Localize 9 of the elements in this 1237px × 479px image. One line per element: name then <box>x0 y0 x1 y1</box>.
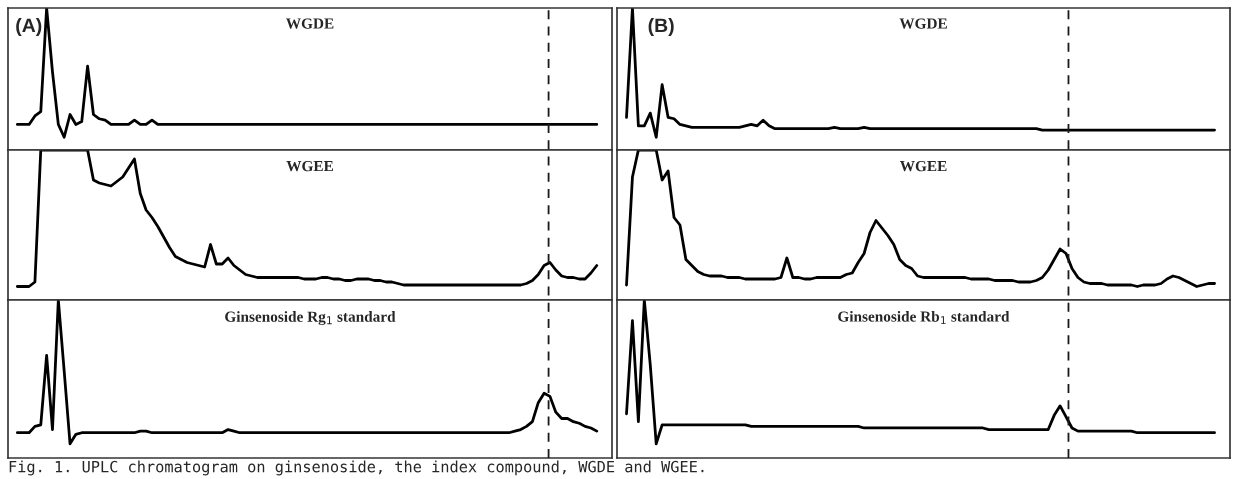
text: WGDE <box>899 18 947 29</box>
text: WGEE <box>899 160 947 172</box>
text: Ginsenoside Rg$_{1}$ standard <box>225 311 396 326</box>
text: WGDE <box>286 18 334 29</box>
annotation: (B) <box>648 17 674 37</box>
text: WGEE <box>286 160 333 172</box>
annotation: (A) <box>16 17 42 37</box>
text: Ginsenoside Rb$_{1}$ standard <box>838 310 1010 325</box>
caption: Fig. 1. UPLC chromatogram on ginsenoside, the index compound, WGDE and WGEE. <box>9 460 704 476</box>
